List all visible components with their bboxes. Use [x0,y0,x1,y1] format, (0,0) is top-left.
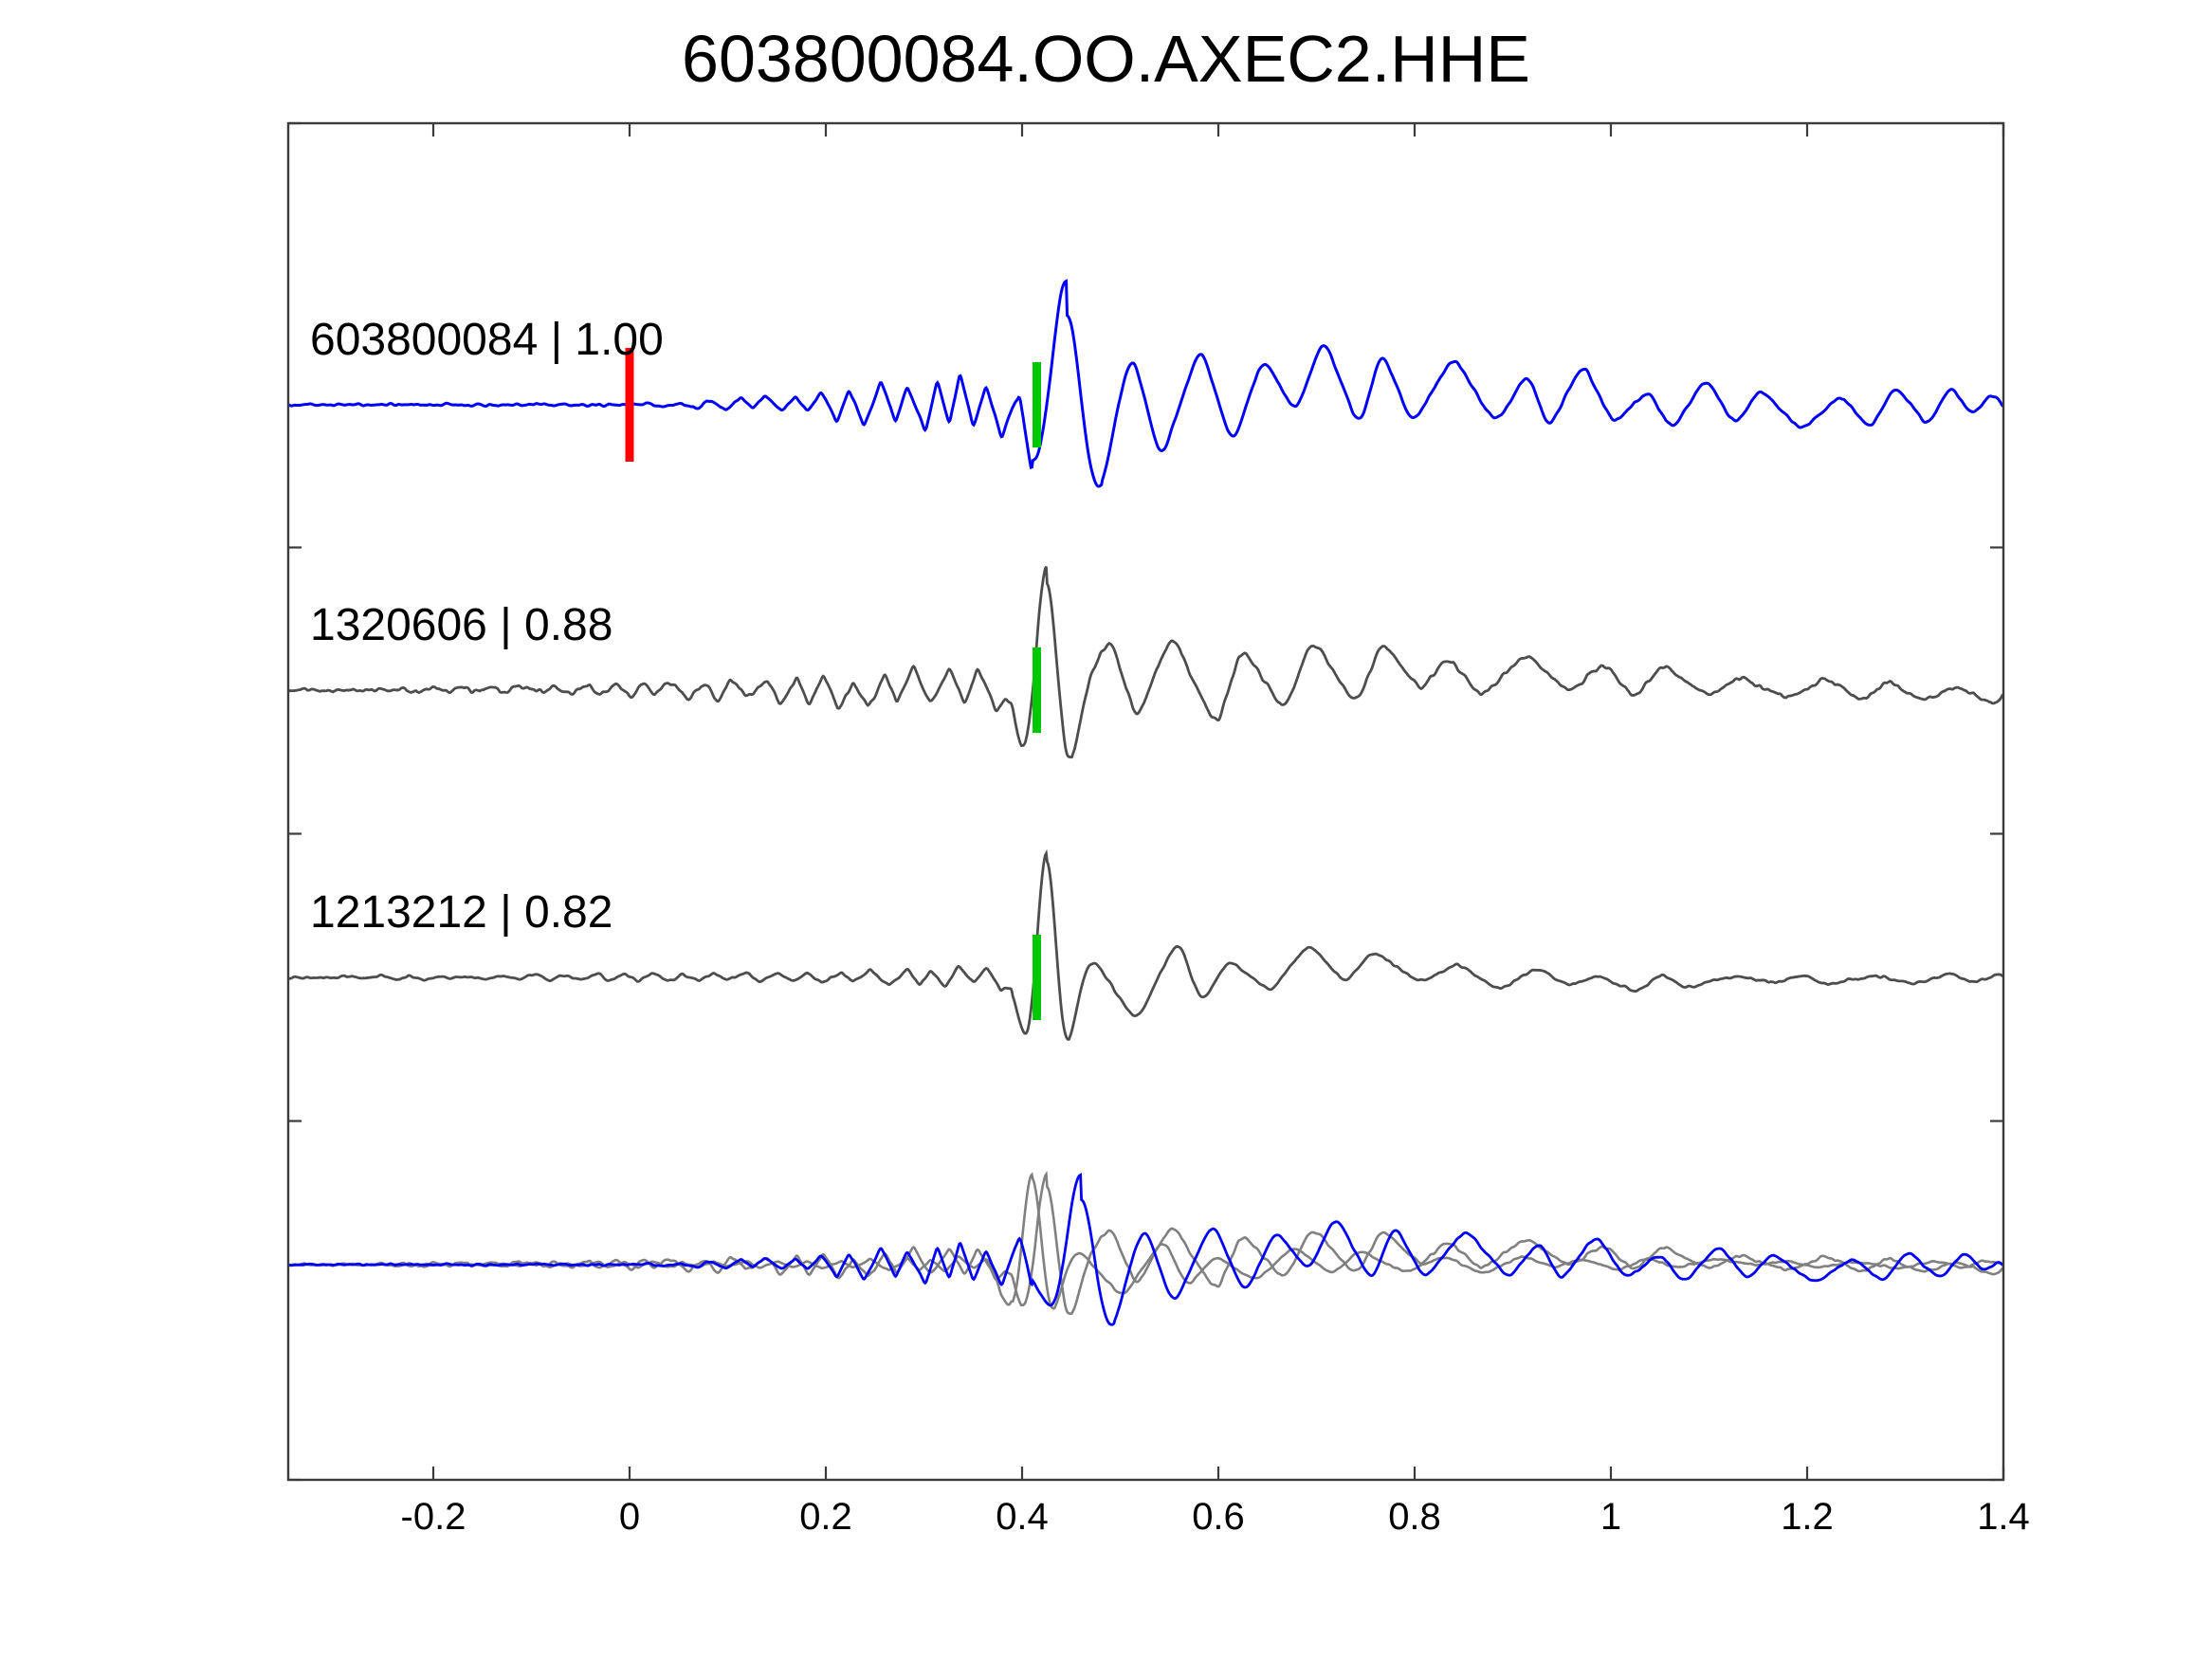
svg-text:1.4: 1.4 [1977,1496,2030,1538]
svg-text:1213212 | 0.82: 1213212 | 0.82 [310,887,612,938]
svg-text:1: 1 [1600,1496,1621,1538]
svg-text:0.8: 0.8 [1388,1496,1441,1538]
svg-text:0.4: 0.4 [996,1496,1049,1538]
svg-text:0.2: 0.2 [799,1496,852,1538]
svg-text:1.2: 1.2 [1781,1496,1834,1538]
svg-text:1320606 | 0.88: 1320606 | 0.88 [310,600,612,650]
svg-text:0: 0 [619,1496,640,1538]
svg-text:-0.2: -0.2 [401,1496,466,1538]
svg-text:603800084 | 1.00: 603800084 | 1.00 [310,315,664,365]
svg-text:0.6: 0.6 [1192,1496,1245,1538]
